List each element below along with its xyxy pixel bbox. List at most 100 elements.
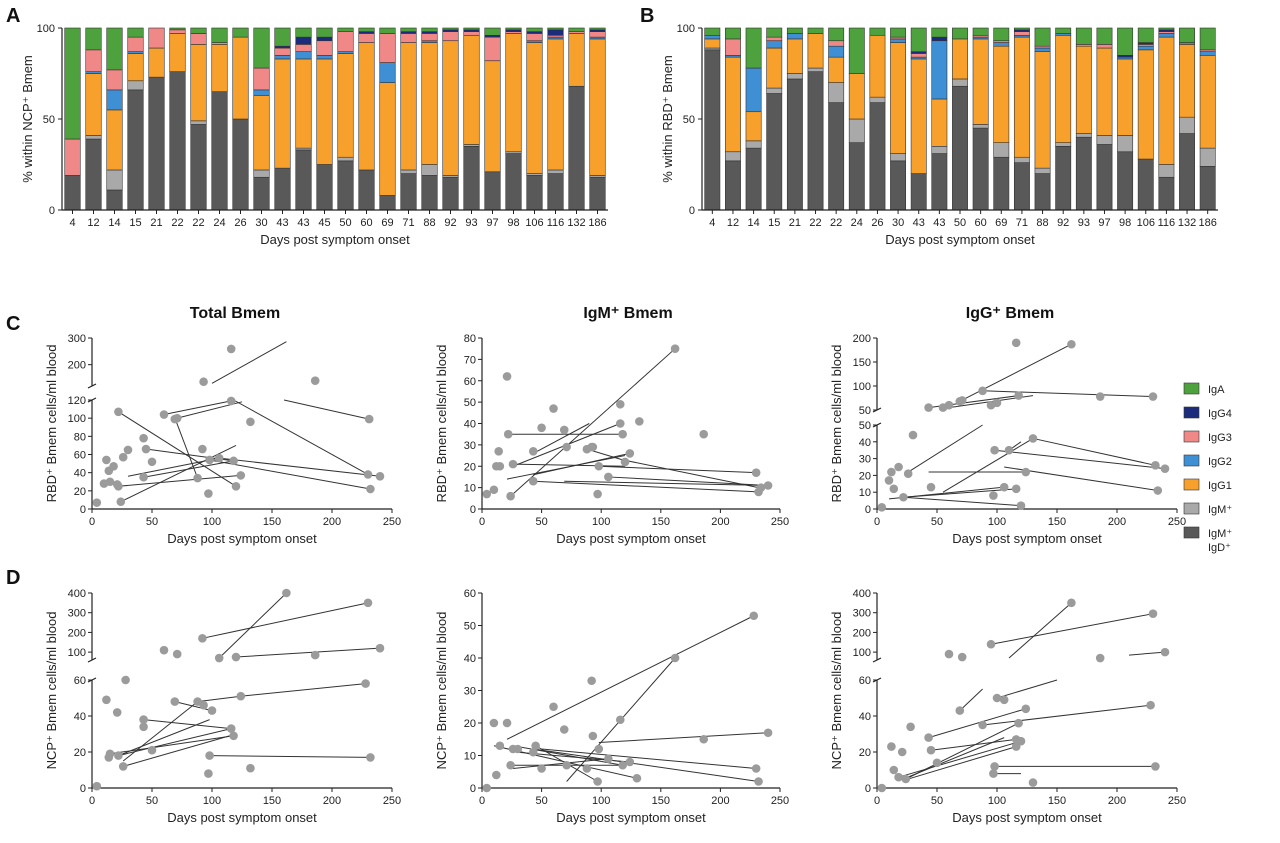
data-point bbox=[751, 468, 761, 477]
data-point bbox=[105, 477, 115, 487]
data-point bbox=[489, 718, 499, 728]
data-point bbox=[955, 706, 965, 715]
x-tick-label: 50 bbox=[931, 516, 943, 528]
x-tick-label: 132 bbox=[1178, 217, 1196, 229]
bar-segment-IgG3 bbox=[169, 29, 186, 34]
data-point bbox=[114, 751, 123, 760]
bar-segment-IgMIgD bbox=[704, 49, 721, 211]
legend-label: IgA bbox=[1208, 384, 1225, 396]
axis-break-mark bbox=[87, 657, 97, 663]
data-point bbox=[170, 697, 180, 706]
bar-segment-IgG1 bbox=[972, 38, 989, 125]
bar-segment-IgG2 bbox=[1137, 45, 1154, 51]
bar-segment-IgG2 bbox=[828, 45, 845, 58]
y-tick-label: 120 bbox=[68, 395, 86, 407]
data-point bbox=[1095, 653, 1105, 663]
data-point bbox=[226, 344, 236, 354]
y-axis-label: NCP⁺ Bmem cells/ml blood bbox=[44, 612, 59, 770]
data-point bbox=[492, 770, 501, 780]
bar-segment-IgMIgD bbox=[232, 118, 249, 211]
paired-sample-line bbox=[122, 701, 198, 762]
data-point bbox=[944, 649, 954, 659]
bar-segment-IgMIgD bbox=[910, 173, 927, 211]
bar-segment-IgG3 bbox=[484, 36, 501, 62]
bar-segment-IgMp bbox=[400, 169, 417, 174]
data-point bbox=[363, 598, 373, 608]
paired-sample-line bbox=[202, 602, 369, 639]
x-tick-label: 116 bbox=[1158, 217, 1176, 229]
y-tick-label: 50 bbox=[464, 621, 476, 633]
paired-sample-line bbox=[143, 719, 232, 730]
paired-sample-line bbox=[898, 740, 1022, 778]
x-axis-label: Days post symptom onset bbox=[556, 810, 706, 825]
paired-sample-line bbox=[959, 343, 1072, 402]
bar-segment-IgA bbox=[484, 27, 501, 36]
bar-segment-IgMIgD bbox=[1013, 162, 1030, 211]
bar-segment-IgMIgD bbox=[568, 85, 585, 211]
bar-segment-IgG2 bbox=[295, 51, 312, 60]
bar-segment-IgMp bbox=[869, 96, 886, 103]
paired-sample-line bbox=[240, 683, 366, 697]
y-axis-label: RBD⁺ Bmem cells/ml blood bbox=[44, 345, 59, 503]
x-tick-label: 150 bbox=[652, 516, 670, 528]
bar-segment-IgMIgD bbox=[505, 153, 522, 211]
x-tick-label: 50 bbox=[339, 217, 351, 229]
x-tick-label: 69 bbox=[995, 217, 1007, 229]
paired-sample-line bbox=[506, 615, 754, 740]
paired-sample-line bbox=[903, 737, 1005, 780]
paired-sample-line bbox=[283, 399, 370, 420]
legend-swatch-IgMIgD bbox=[1183, 526, 1200, 539]
bar-segment-IgG1 bbox=[745, 111, 762, 142]
x-tick-label: 24 bbox=[213, 217, 225, 229]
y-tick-label: 100 bbox=[677, 23, 695, 35]
data-point bbox=[618, 760, 627, 770]
data-point bbox=[620, 457, 630, 467]
data-point bbox=[310, 650, 320, 660]
bar-segment-IgG3 bbox=[127, 36, 144, 52]
bar-segment-IgA bbox=[295, 27, 312, 38]
data-point bbox=[102, 455, 111, 465]
data-point bbox=[990, 445, 999, 455]
bar-segment-IgA bbox=[253, 27, 270, 69]
x-tick-label: 106 bbox=[1137, 217, 1155, 229]
bar-segment-IgG1 bbox=[1034, 51, 1051, 169]
bar-segment-IgMIgD bbox=[85, 138, 102, 211]
data-point bbox=[199, 700, 208, 710]
data-point bbox=[604, 754, 613, 764]
x-tick-label: 200 bbox=[323, 795, 341, 807]
data-point bbox=[502, 718, 512, 728]
x-tick-label: 100 bbox=[988, 795, 1006, 807]
data-point bbox=[670, 344, 680, 353]
data-point bbox=[562, 760, 571, 770]
paired-sample-line bbox=[1008, 602, 1072, 659]
x-tick-label: 150 bbox=[652, 795, 670, 807]
legend-label: IgG2 bbox=[1208, 456, 1232, 468]
y-tick-label: 10 bbox=[464, 751, 476, 763]
y-tick-label: 0 bbox=[865, 504, 871, 516]
bar-segment-IgA bbox=[400, 27, 417, 32]
bar-segment-IgA bbox=[64, 27, 81, 140]
bar-segment-IgA bbox=[1199, 27, 1216, 51]
data-point bbox=[139, 433, 148, 443]
y-tick-label: 20 bbox=[859, 470, 871, 482]
x-tick-label: 200 bbox=[1108, 516, 1126, 528]
bar-segment-IgG3 bbox=[358, 33, 375, 43]
data-point bbox=[482, 783, 492, 793]
x-tick-label: 100 bbox=[592, 795, 610, 807]
paired-sample-line bbox=[994, 449, 1166, 470]
bar-segment-IgA bbox=[1096, 27, 1113, 45]
data-point bbox=[1028, 434, 1038, 443]
y-tick-label: 40 bbox=[74, 711, 86, 723]
data-point bbox=[625, 449, 635, 458]
bar-segment-IgMp bbox=[253, 169, 270, 178]
bar-segment-IgMIgD bbox=[274, 167, 291, 211]
bar-segment-IgMIgD bbox=[526, 175, 543, 211]
y-tick-label: 0 bbox=[865, 783, 871, 795]
bar-segment-IgMp bbox=[1158, 164, 1175, 178]
bar-segment-IgA bbox=[442, 27, 459, 31]
paired-sample-line bbox=[533, 748, 759, 782]
legend-swatch-IgA bbox=[1183, 382, 1200, 395]
bar-segment-IgMIgD bbox=[993, 156, 1010, 211]
x-tick-label: 93 bbox=[465, 217, 477, 229]
data-point bbox=[375, 472, 385, 481]
